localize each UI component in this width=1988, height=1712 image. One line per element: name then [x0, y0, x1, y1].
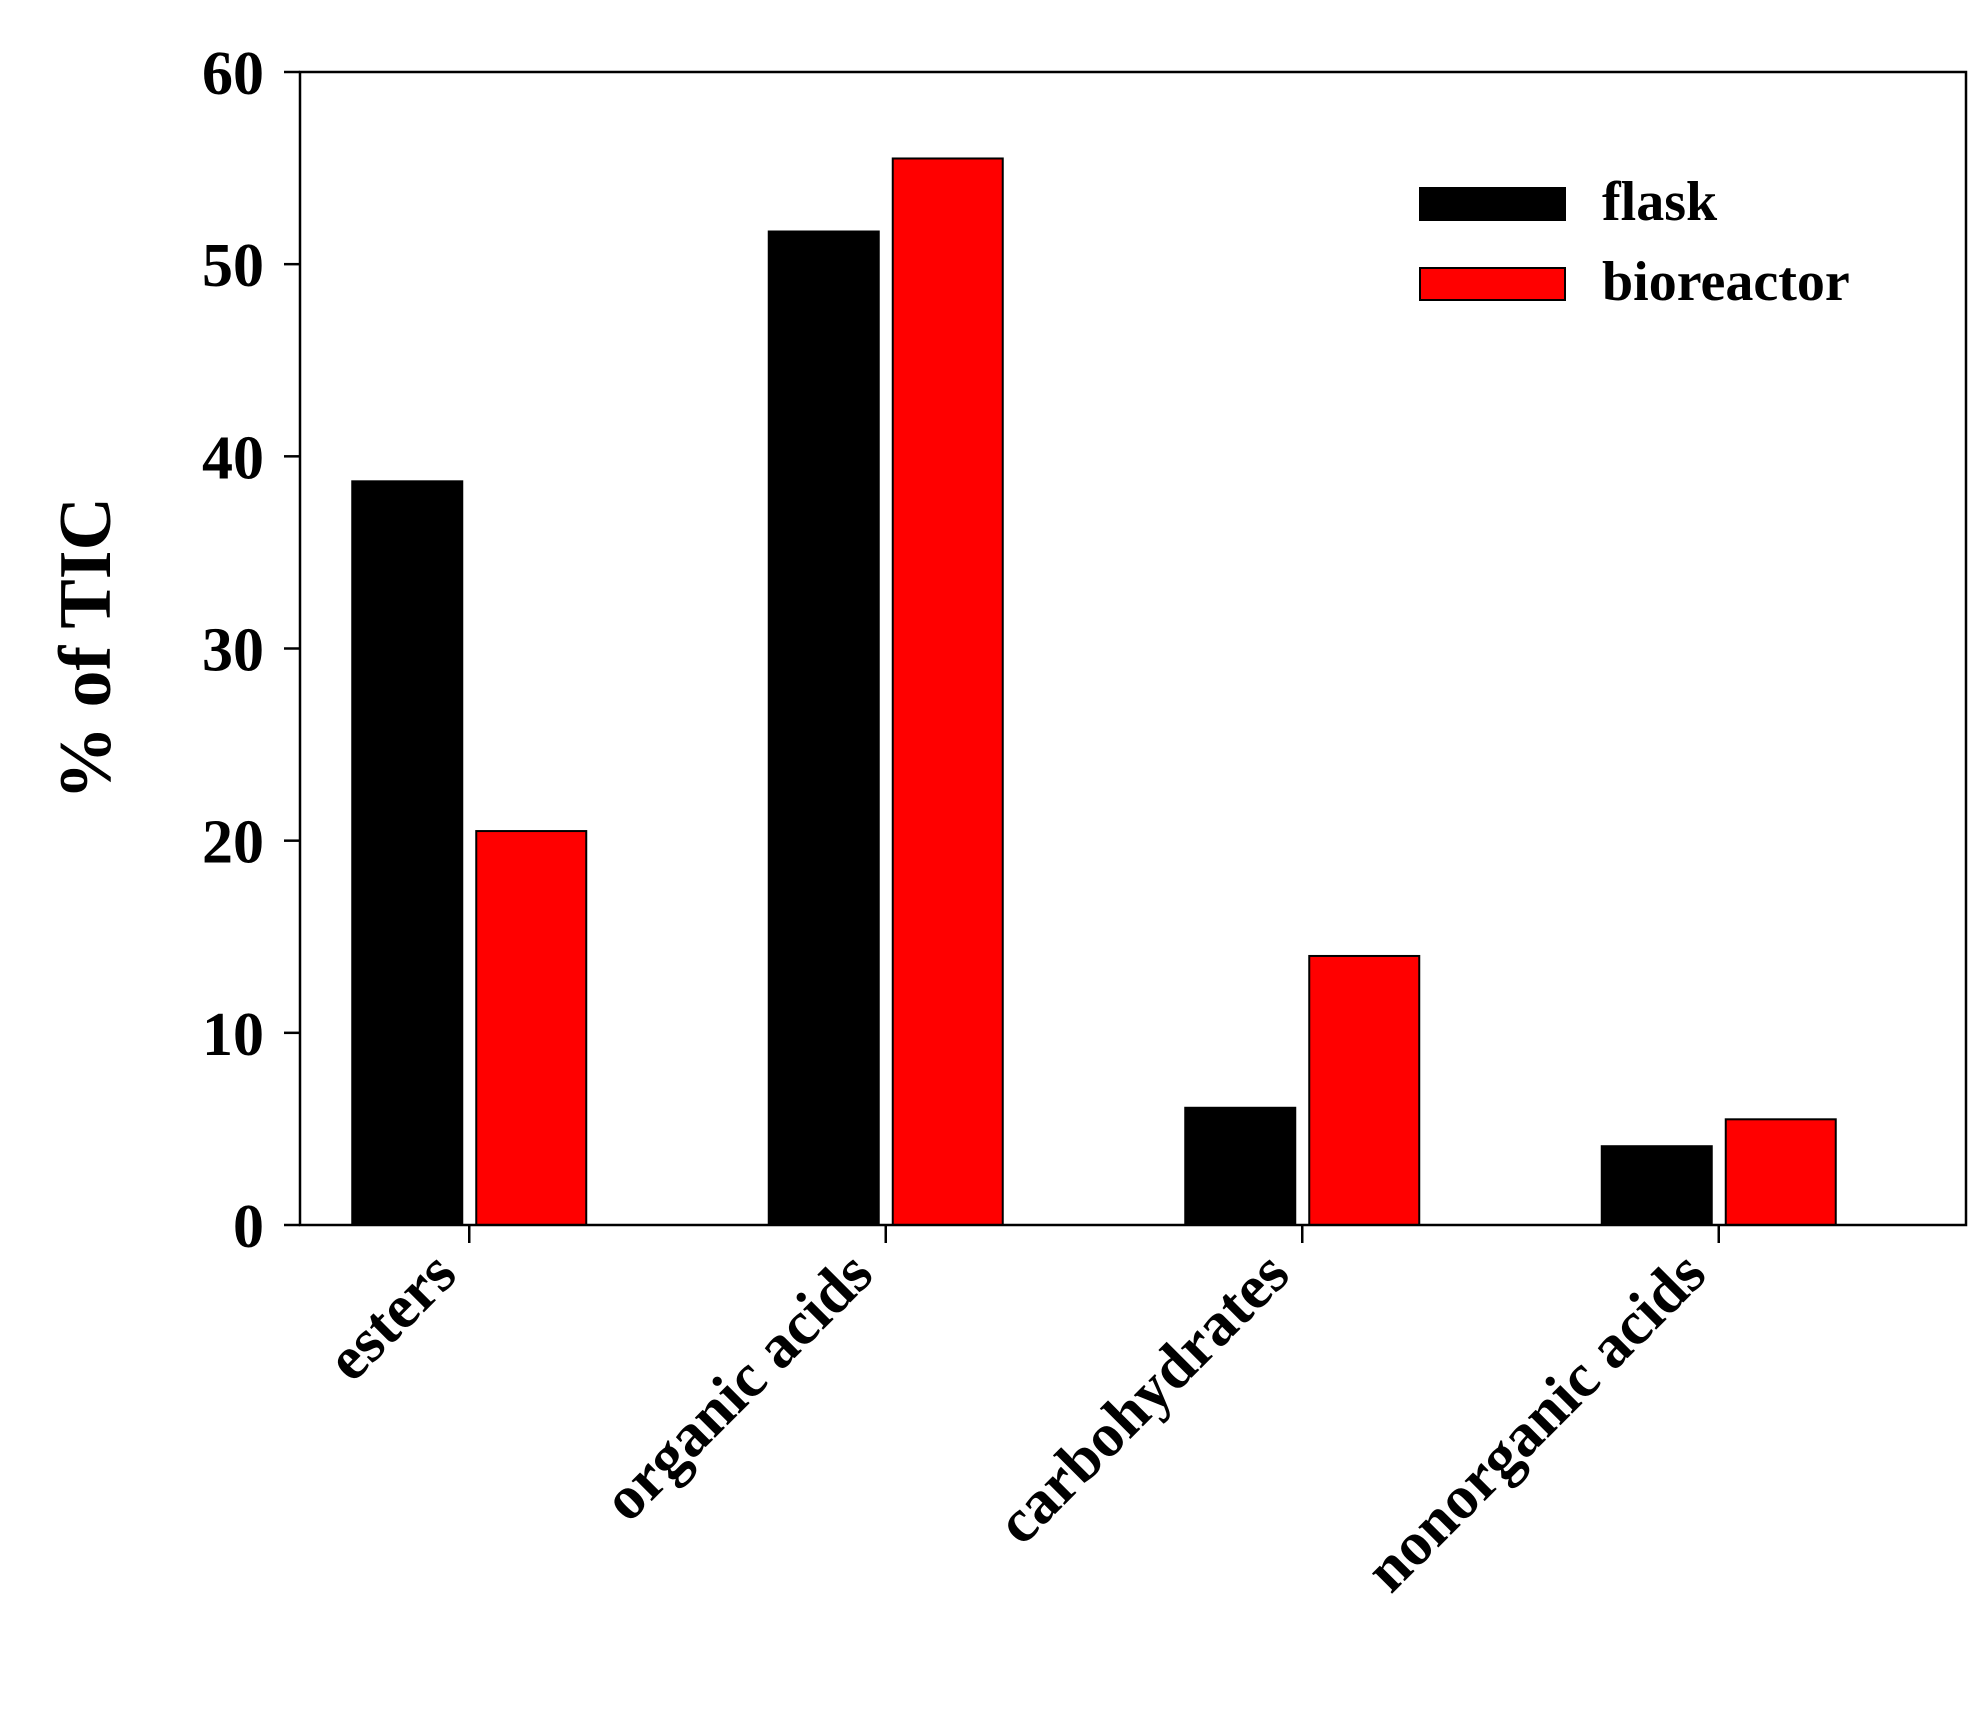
legend-swatch-bioreactor — [1419, 267, 1566, 301]
x-tick-label: organic acids — [590, 1239, 885, 1534]
bar-bioreactor-esters — [475, 830, 588, 1227]
bar-bioreactor-carbohydrates — [1308, 954, 1421, 1226]
y-tick-label: 20 — [202, 809, 264, 877]
bar-flask-nonorganic-acids — [1600, 1145, 1713, 1226]
legend-label-bioreactor: bioreactor — [1602, 251, 1850, 313]
y-tick-label: 50 — [202, 232, 264, 300]
bar-flask-carbohydrates — [1184, 1106, 1297, 1226]
legend: flask bioreactor — [1419, 171, 1850, 313]
y-tick-label: 10 — [202, 1001, 264, 1069]
x-axis: esters organic acids carbohydrates nonorgan… — [314, 1225, 1720, 1605]
y-tick-label: 0 — [233, 1193, 264, 1261]
y-axis: 0 10 20 30 40 50 60 — [202, 40, 300, 1261]
legend-label-flask: flask — [1602, 171, 1718, 233]
bars-group — [351, 157, 1837, 1227]
x-tick-label: carbohydrates — [984, 1239, 1302, 1557]
y-tick-label: 30 — [202, 617, 264, 685]
bar-bioreactor-organic-acids — [891, 157, 1004, 1227]
bar-flask-esters — [351, 480, 464, 1226]
x-tick-label: nonorganic acids — [1353, 1239, 1719, 1605]
y-tick-label: 60 — [202, 40, 264, 108]
bar-flask-organic-acids — [767, 230, 880, 1226]
legend-swatch-flask — [1419, 187, 1566, 221]
y-tick-label: 40 — [202, 424, 264, 492]
y-axis-title: % of TIC — [45, 497, 127, 800]
bar-bioreactor-nonorganic-acids — [1724, 1118, 1837, 1227]
x-tick-label: esters — [314, 1239, 469, 1394]
